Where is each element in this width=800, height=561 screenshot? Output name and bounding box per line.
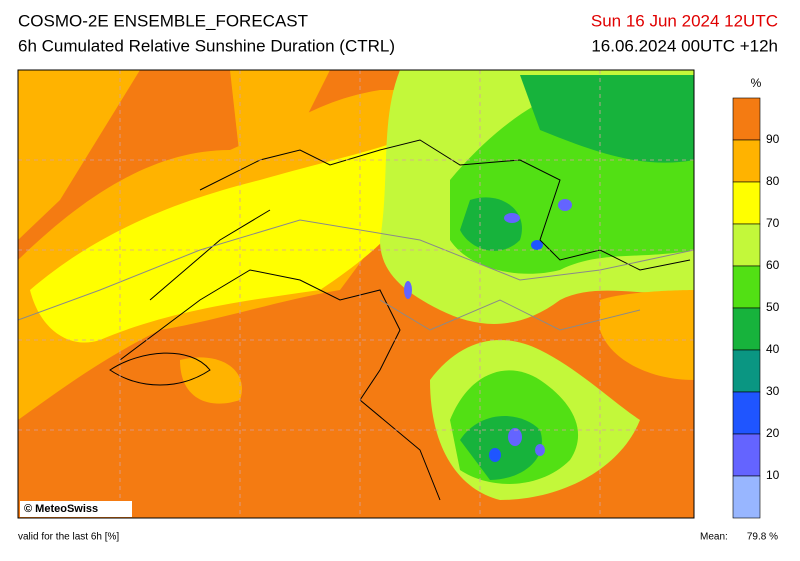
colorbar-label: 50: [766, 300, 780, 314]
mean-value: 79.8 %: [747, 532, 778, 543]
colorbar-label: 40: [766, 342, 780, 356]
colorbar-box: [732, 391, 761, 435]
colorbar-box: [732, 475, 761, 519]
valid-time: 16.06.2024 00UTC +12h: [591, 36, 778, 55]
colorbar-box: [732, 181, 761, 225]
colorbar-label: 10: [766, 468, 780, 482]
colorbar-label: 30: [766, 384, 780, 398]
subtitle: 6h Cumulated Relative Sunshine Duration …: [18, 36, 395, 55]
colorbar-label: 20: [766, 426, 780, 440]
mean-label: Mean:: [700, 532, 728, 543]
colorbar-label: 90: [766, 132, 780, 146]
colorbar-box: [732, 433, 761, 477]
colorbar-label: 70: [766, 216, 780, 230]
colorbar-box: [732, 97, 761, 141]
footer-note: valid for the last 6h [%]: [18, 532, 119, 543]
run-date: Sun 16 Jun 2024 12UTC: [591, 11, 778, 30]
colorbar-box: [732, 223, 761, 267]
map: © MeteoSwiss: [17, 69, 695, 519]
colorbar-box: [732, 349, 761, 393]
colorbar-label: 60: [766, 258, 780, 272]
legend-unit: %: [751, 76, 762, 90]
title: COSMO-2E ENSEMBLE_FORECAST: [18, 11, 308, 30]
colorbar-label: 80: [766, 174, 780, 188]
credit: © MeteoSwiss: [24, 503, 98, 515]
colorbar-box: [732, 307, 761, 351]
colorbar: % 90 80 70 60 50 40 30 20 10: [732, 76, 780, 519]
colorbar-box: [732, 265, 761, 309]
colorbar-box: [732, 139, 761, 183]
